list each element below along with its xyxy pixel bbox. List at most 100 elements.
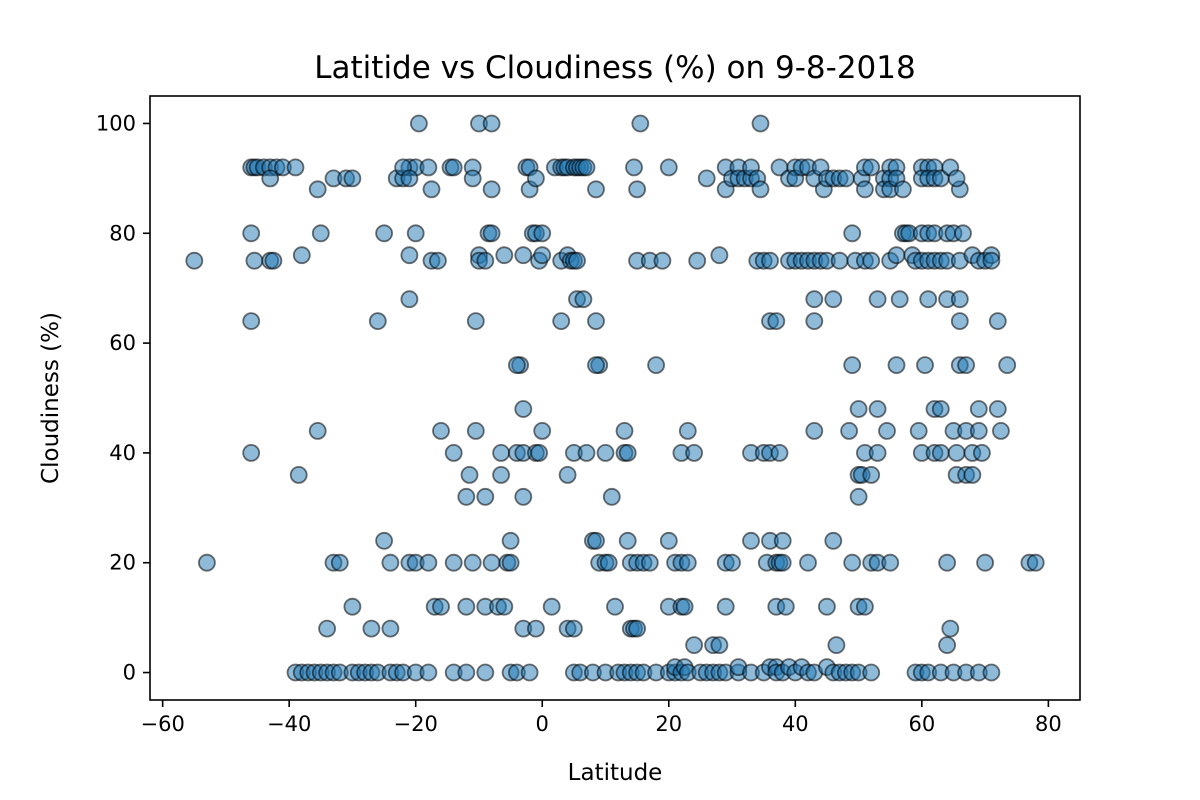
- y-tick-label: 100: [96, 111, 136, 135]
- scatter-point: [400, 246, 419, 265]
- scatter-point: [805, 290, 824, 309]
- x-tick-label: 80: [1035, 712, 1062, 736]
- scatter-point: [242, 443, 261, 462]
- scatter-point: [950, 312, 969, 331]
- scatter-point: [444, 443, 463, 462]
- scatter-point: [938, 636, 956, 654]
- scatter-point: [982, 251, 1001, 270]
- scatter-point: [723, 553, 741, 572]
- scatter-point: [931, 400, 950, 418]
- scatter-point: [463, 169, 482, 188]
- plot-frame: [149, 95, 1081, 701]
- scatter-point: [659, 531, 678, 550]
- scatter-point: [602, 487, 621, 506]
- scatter-point: [640, 553, 659, 572]
- scatter-point: [628, 619, 646, 638]
- scatter-point: [527, 619, 545, 638]
- scatter-point: [625, 158, 643, 177]
- scatter-point: [533, 224, 552, 243]
- scatter-point: [840, 421, 858, 440]
- scatter-point: [375, 531, 394, 550]
- scatter-point: [292, 246, 311, 265]
- scatter-point: [868, 400, 887, 418]
- scatter-point: [457, 487, 476, 506]
- scatter-point: [742, 531, 760, 550]
- scatter-point: [527, 169, 545, 188]
- y-axis-ticks: 0 20 40 60 80 100: [96, 111, 150, 685]
- scatter-point: [827, 636, 846, 654]
- scatter-point: [197, 553, 216, 572]
- y-axis-label: Cloudiness (%): [38, 312, 64, 484]
- scatter-point: [963, 465, 982, 484]
- scatter-point: [330, 553, 349, 572]
- scatter-point: [432, 597, 450, 616]
- scatter-point: [697, 169, 716, 188]
- scatter-point: [805, 312, 824, 331]
- scatter-point: [577, 158, 596, 177]
- scatter-point: [862, 158, 881, 177]
- scatter-point: [881, 553, 900, 572]
- data-points: [185, 114, 1045, 682]
- scatter-point: [508, 356, 526, 375]
- x-tick-label: −60: [140, 712, 184, 736]
- scatter-point: [185, 251, 204, 270]
- scatter-point: [400, 290, 419, 309]
- scatter-point: [849, 400, 868, 418]
- scatter-point: [568, 251, 586, 270]
- scatter-point: [362, 619, 381, 638]
- scatter-point: [950, 290, 969, 309]
- scatter-point: [1026, 553, 1045, 572]
- scatter-point: [368, 312, 387, 331]
- scatter-point: [495, 597, 514, 616]
- scatter-point: [992, 421, 1010, 440]
- x-tick-label: −40: [267, 712, 311, 736]
- scatter-point: [916, 356, 934, 375]
- scatter-point: [894, 180, 912, 199]
- scatter-point: [587, 312, 605, 331]
- scatter-point: [653, 251, 672, 270]
- scatter-point: [998, 356, 1017, 375]
- scatter-point: [530, 443, 548, 462]
- x-tick-label: 60: [908, 712, 935, 736]
- scatter-point: [887, 246, 906, 265]
- scatter-point: [862, 663, 881, 682]
- chart-title: Latitide vs Cloudiness (%) on 9-8-2018: [314, 50, 915, 86]
- scatter-point: [856, 597, 874, 616]
- scatter-point: [577, 443, 596, 462]
- scatter-point: [242, 312, 261, 331]
- scatter-point: [381, 553, 400, 572]
- scatter-point: [824, 531, 843, 550]
- scatter-point: [890, 290, 909, 309]
- scatter-point: [799, 553, 817, 572]
- scatter-point: [988, 312, 1007, 331]
- scatter-point: [976, 553, 994, 572]
- scatter-point: [868, 443, 887, 462]
- scatter-point: [419, 553, 438, 572]
- scatter-point: [606, 597, 624, 616]
- scatter-point: [308, 421, 327, 440]
- scatter-point: [659, 158, 678, 177]
- scatter-point: [909, 421, 928, 440]
- scatter-point: [492, 443, 511, 462]
- scatter-point: [878, 421, 896, 440]
- scatter-point: [318, 619, 337, 638]
- x-tick-label: 40: [782, 712, 809, 736]
- scatter-point: [862, 465, 881, 484]
- scatter-point: [286, 158, 305, 177]
- scatter-point: [381, 619, 400, 638]
- scatter-point: [482, 180, 501, 199]
- scatter-point: [533, 246, 552, 265]
- scatter-point: [444, 553, 463, 572]
- scatter-point: [466, 421, 485, 440]
- x-axis-ticks: −60 −40 −20 0 20 40 60 80: [140, 700, 1062, 736]
- scatter-point: [520, 663, 539, 682]
- scatter-point: [466, 312, 485, 331]
- scatter-point: [685, 636, 703, 654]
- scatter-point: [685, 443, 703, 462]
- y-tick-label: 40: [109, 441, 136, 465]
- scatter-point: [957, 356, 975, 375]
- scatter-point: [444, 158, 463, 177]
- scatter-point: [843, 553, 862, 572]
- scatter-point: [837, 169, 855, 188]
- scatter-point: [242, 224, 261, 243]
